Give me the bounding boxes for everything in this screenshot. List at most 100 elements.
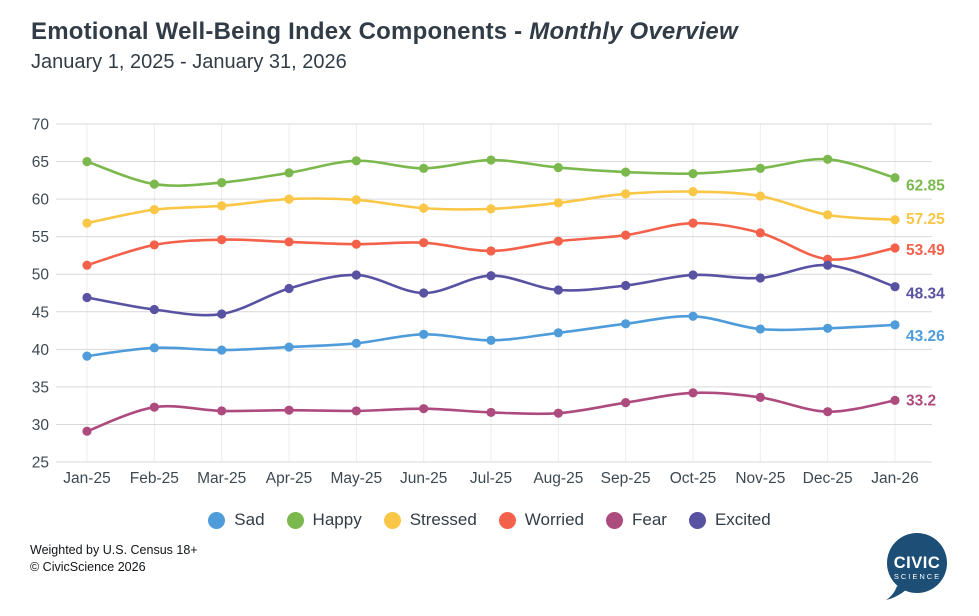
- series-stressed-point[interactable]: [823, 210, 833, 220]
- x-axis-tick-label: Jan-26: [871, 470, 918, 487]
- series-stressed-point[interactable]: [890, 215, 900, 225]
- series-sad-point[interactable]: [553, 328, 563, 338]
- series-happy-point[interactable]: [284, 168, 294, 178]
- series-fear-point[interactable]: [823, 407, 833, 417]
- series-stressed-point[interactable]: [217, 201, 227, 211]
- series-excited-point[interactable]: [755, 273, 765, 283]
- series-excited-point[interactable]: [419, 288, 429, 298]
- series-worried-point[interactable]: [486, 246, 496, 256]
- series-worried-point[interactable]: [688, 218, 698, 228]
- series-stressed-point[interactable]: [755, 191, 765, 201]
- series-sad-point[interactable]: [82, 351, 92, 361]
- legend-dot-worried: [498, 511, 516, 529]
- series-stressed-point[interactable]: [284, 194, 294, 204]
- series-excited-point[interactable]: [351, 270, 361, 280]
- series-sad-point[interactable]: [621, 319, 631, 329]
- series-sad-point[interactable]: [486, 335, 496, 345]
- series-sad-point[interactable]: [823, 323, 833, 333]
- series-sad-point[interactable]: [890, 320, 900, 330]
- series-fear-point[interactable]: [890, 395, 900, 406]
- series-worried-point[interactable]: [890, 243, 900, 253]
- civicscience-logo: CIVIC SCIENCE: [884, 532, 952, 600]
- series-excited-point[interactable]: [688, 270, 698, 280]
- y-axis-tick-label: 35: [32, 379, 49, 396]
- x-axis-tick-label: Jun-25: [400, 470, 447, 487]
- series-sad-point[interactable]: [217, 345, 227, 355]
- series-happy-point[interactable]: [419, 163, 429, 173]
- series-fear-point[interactable]: [351, 406, 361, 416]
- series-fear-point[interactable]: [688, 388, 698, 398]
- legend-item-worried[interactable]: Worried: [498, 510, 584, 530]
- series-happy-point[interactable]: [688, 168, 698, 179]
- series-fear-point[interactable]: [284, 405, 294, 415]
- series-fear-point[interactable]: [419, 404, 429, 414]
- series-excited-point[interactable]: [823, 260, 833, 270]
- series-fear-point[interactable]: [755, 392, 765, 402]
- series-fear-point[interactable]: [486, 407, 496, 418]
- legend-item-excited[interactable]: Excited: [688, 510, 771, 530]
- series-stressed-point[interactable]: [149, 205, 159, 215]
- series-happy-point[interactable]: [755, 163, 765, 173]
- series-sad-point[interactable]: [284, 342, 294, 352]
- x-axis-tick-label: May-25: [330, 470, 382, 487]
- series-stressed-point[interactable]: [419, 203, 429, 213]
- series-excited-point[interactable]: [486, 271, 496, 281]
- x-axis-tick-label: Nov-25: [735, 470, 785, 487]
- x-axis-tick-label: Feb-25: [130, 470, 179, 487]
- series-worried-point[interactable]: [149, 240, 159, 250]
- series-worried-point[interactable]: [351, 239, 361, 249]
- legend-item-happy[interactable]: Happy: [286, 510, 362, 530]
- series-happy-point[interactable]: [553, 162, 563, 173]
- series-stressed-point[interactable]: [351, 195, 361, 205]
- series-happy-point[interactable]: [890, 173, 900, 183]
- series-worried-point[interactable]: [553, 236, 563, 246]
- chart-footer: Weighted by U.S. Census 18+ © CivicScien…: [30, 542, 198, 576]
- series-fear-point[interactable]: [553, 408, 563, 418]
- series-stressed-point[interactable]: [688, 187, 698, 197]
- series-sad-point[interactable]: [351, 338, 361, 348]
- y-axis-tick-label: 70: [32, 117, 50, 134]
- series-worried-point[interactable]: [755, 228, 765, 238]
- series-excited-point[interactable]: [149, 304, 159, 315]
- series-happy-point[interactable]: [351, 156, 361, 166]
- series-stressed-point[interactable]: [82, 218, 92, 228]
- legend-item-sad[interactable]: Sad: [208, 510, 265, 530]
- legend-label-happy: Happy: [312, 510, 362, 529]
- series-happy-point[interactable]: [217, 177, 227, 188]
- chart-subtitle: January 1, 2025 - January 31, 2026: [31, 51, 347, 73]
- series-excited-point[interactable]: [553, 285, 563, 295]
- series-excited-point[interactable]: [890, 282, 900, 292]
- series-happy-point[interactable]: [82, 156, 92, 167]
- series-happy-point[interactable]: [823, 154, 833, 164]
- series-stressed-point[interactable]: [486, 204, 496, 214]
- series-excited-point[interactable]: [217, 309, 227, 319]
- x-axis-tick-label: Jul-25: [470, 470, 512, 487]
- series-excited-point[interactable]: [82, 292, 92, 303]
- series-fear-point[interactable]: [82, 426, 92, 436]
- series-worried-end-value-label: 53.49: [906, 242, 945, 259]
- series-stressed-point[interactable]: [553, 198, 563, 208]
- series-fear-point[interactable]: [217, 406, 227, 416]
- series-happy-point[interactable]: [621, 167, 631, 177]
- series-sad-point[interactable]: [688, 311, 698, 321]
- series-sad-point[interactable]: [149, 343, 159, 353]
- legend-item-stressed[interactable]: Stressed: [383, 510, 477, 530]
- series-stressed-point[interactable]: [621, 189, 631, 199]
- series-fear-end-value-label: 33.2: [906, 392, 936, 409]
- series-worried-point[interactable]: [82, 260, 92, 270]
- series-sad-point[interactable]: [419, 329, 429, 339]
- series-fear-point[interactable]: [149, 402, 159, 412]
- series-worried-point[interactable]: [284, 237, 294, 247]
- series-worried-point[interactable]: [419, 238, 429, 248]
- series-excited-point[interactable]: [284, 283, 294, 294]
- y-axis-tick-label: 45: [32, 304, 49, 321]
- series-happy-point[interactable]: [486, 155, 496, 165]
- series-happy-point[interactable]: [149, 179, 159, 189]
- legend-item-fear[interactable]: Fear: [605, 510, 667, 530]
- x-axis-tick-label: Jan-25: [63, 470, 110, 487]
- series-worried-point[interactable]: [621, 230, 631, 240]
- series-fear-point[interactable]: [621, 398, 631, 408]
- series-excited-point[interactable]: [621, 280, 631, 291]
- series-worried-point[interactable]: [217, 235, 227, 245]
- series-sad-point[interactable]: [755, 324, 765, 334]
